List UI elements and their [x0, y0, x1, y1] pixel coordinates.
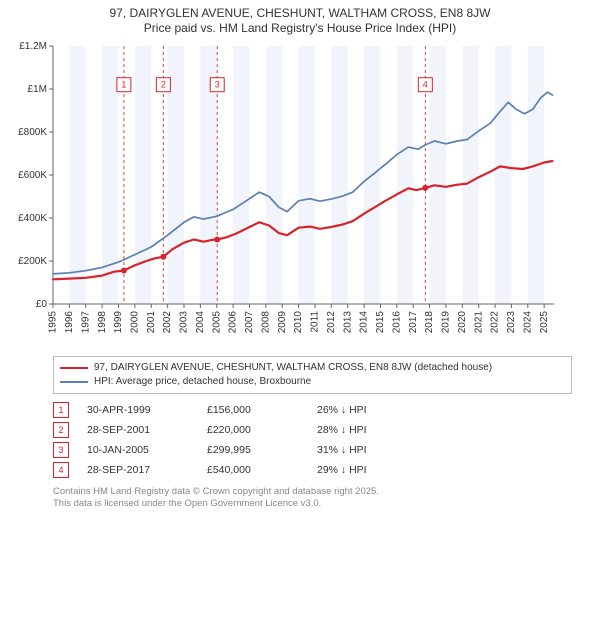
chart-title: 97, DAIRYGLEN AVENUE, CHESHUNT, WALTHAM … — [8, 6, 592, 36]
legend: 97, DAIRYGLEN AVENUE, CHESHUNT, WALTHAM … — [53, 356, 572, 394]
svg-text:2004: 2004 — [195, 311, 206, 334]
svg-text:2009: 2009 — [277, 311, 288, 334]
svg-text:£1M: £1M — [28, 84, 47, 95]
svg-text:2015: 2015 — [375, 311, 386, 334]
sale-row: 4 28-SEP-2017£540,00029% ↓ HPI — [53, 460, 572, 480]
svg-text:4: 4 — [423, 80, 428, 90]
title-line2: Price paid vs. HM Land Registry's House … — [8, 21, 592, 36]
chart-area: £0 £200K £400K £600K £800K £1M £1.2M 1995 1996 19… — [8, 40, 592, 350]
sale-marker-icon: 3 — [53, 442, 69, 458]
svg-text:2021: 2021 — [473, 311, 484, 334]
svg-text:2016: 2016 — [391, 311, 402, 334]
svg-text:2018: 2018 — [424, 311, 435, 334]
svg-text:2003: 2003 — [179, 311, 190, 334]
credits: Contains HM Land Registry data © Crown c… — [53, 486, 572, 511]
sale-price: £540,000 — [207, 464, 317, 476]
sales-table: 1 30-APR-1999£156,00026% ↓ HPI 2 28-SEP-200… — [53, 400, 572, 480]
sale-price: £156,000 — [207, 404, 317, 416]
svg-text:2002: 2002 — [162, 311, 173, 334]
svg-text:2020: 2020 — [457, 311, 468, 334]
svg-text:2017: 2017 — [408, 311, 419, 334]
sale-diff: 29% ↓ HPI — [317, 464, 437, 476]
sale-price: £220,000 — [207, 424, 317, 436]
svg-text:2001: 2001 — [146, 311, 157, 334]
svg-text:2010: 2010 — [293, 311, 304, 334]
svg-text:2007: 2007 — [244, 311, 255, 334]
svg-text:£200K: £200K — [18, 256, 47, 267]
sale-marker-icon: 4 — [53, 462, 69, 478]
svg-text:1998: 1998 — [97, 311, 108, 334]
svg-text:2024: 2024 — [522, 311, 533, 334]
svg-text:1999: 1999 — [113, 311, 124, 334]
svg-text:2006: 2006 — [228, 311, 239, 334]
sale-diff: 28% ↓ HPI — [317, 424, 437, 436]
legend-swatch — [60, 367, 88, 369]
legend-swatch — [60, 381, 88, 383]
svg-text:2012: 2012 — [326, 311, 337, 334]
sale-marker-icon: 2 — [53, 422, 69, 438]
sale-date: 28-SEP-2001 — [87, 424, 207, 436]
svg-text:2011: 2011 — [310, 311, 321, 333]
svg-text:£1.2M: £1.2M — [19, 41, 47, 52]
sale-marker-icon: 1 — [53, 402, 69, 418]
svg-text:2014: 2014 — [359, 311, 370, 334]
svg-text:3: 3 — [215, 80, 220, 90]
sale-date: 10-JAN-2005 — [87, 444, 207, 456]
sale-row: 3 10-JAN-2005£299,99531% ↓ HPI — [53, 440, 572, 460]
svg-text:2023: 2023 — [506, 311, 517, 334]
credit-line1: Contains HM Land Registry data © Crown c… — [53, 486, 572, 498]
svg-text:2022: 2022 — [490, 311, 501, 334]
svg-text:2005: 2005 — [211, 311, 222, 334]
svg-text:2008: 2008 — [260, 311, 271, 334]
line-chart: £0 £200K £400K £600K £800K £1M £1.2M 1995 1996 19… — [8, 40, 568, 350]
svg-text:£0: £0 — [36, 299, 48, 310]
svg-text:£600K: £600K — [18, 170, 47, 181]
svg-text:£400K: £400K — [18, 213, 47, 224]
credit-line2: This data is licensed under the Open Gov… — [53, 498, 572, 510]
sale-date: 28-SEP-2017 — [87, 464, 207, 476]
legend-item: HPI: Average price, detached house, Brox… — [60, 375, 565, 389]
legend-label: HPI: Average price, detached house, Brox… — [94, 375, 311, 389]
svg-text:£800K: £800K — [18, 127, 47, 138]
svg-text:2013: 2013 — [342, 311, 353, 334]
sale-row: 1 30-APR-1999£156,00026% ↓ HPI — [53, 400, 572, 420]
sale-diff: 31% ↓ HPI — [317, 444, 437, 456]
svg-text:1995: 1995 — [48, 311, 59, 334]
legend-label: 97, DAIRYGLEN AVENUE, CHESHUNT, WALTHAM … — [94, 361, 492, 375]
svg-text:2: 2 — [161, 80, 166, 90]
svg-text:1997: 1997 — [80, 311, 91, 334]
svg-text:2025: 2025 — [539, 311, 550, 334]
svg-text:1: 1 — [121, 80, 126, 90]
svg-text:1996: 1996 — [64, 311, 75, 334]
sale-row: 2 28-SEP-2001£220,00028% ↓ HPI — [53, 420, 572, 440]
sale-date: 30-APR-1999 — [87, 404, 207, 416]
svg-text:2000: 2000 — [130, 311, 141, 334]
sale-price: £299,995 — [207, 444, 317, 456]
sale-diff: 26% ↓ HPI — [317, 404, 437, 416]
title-line1: 97, DAIRYGLEN AVENUE, CHESHUNT, WALTHAM … — [8, 6, 592, 21]
svg-text:2019: 2019 — [441, 311, 452, 334]
legend-item: 97, DAIRYGLEN AVENUE, CHESHUNT, WALTHAM … — [60, 361, 565, 375]
